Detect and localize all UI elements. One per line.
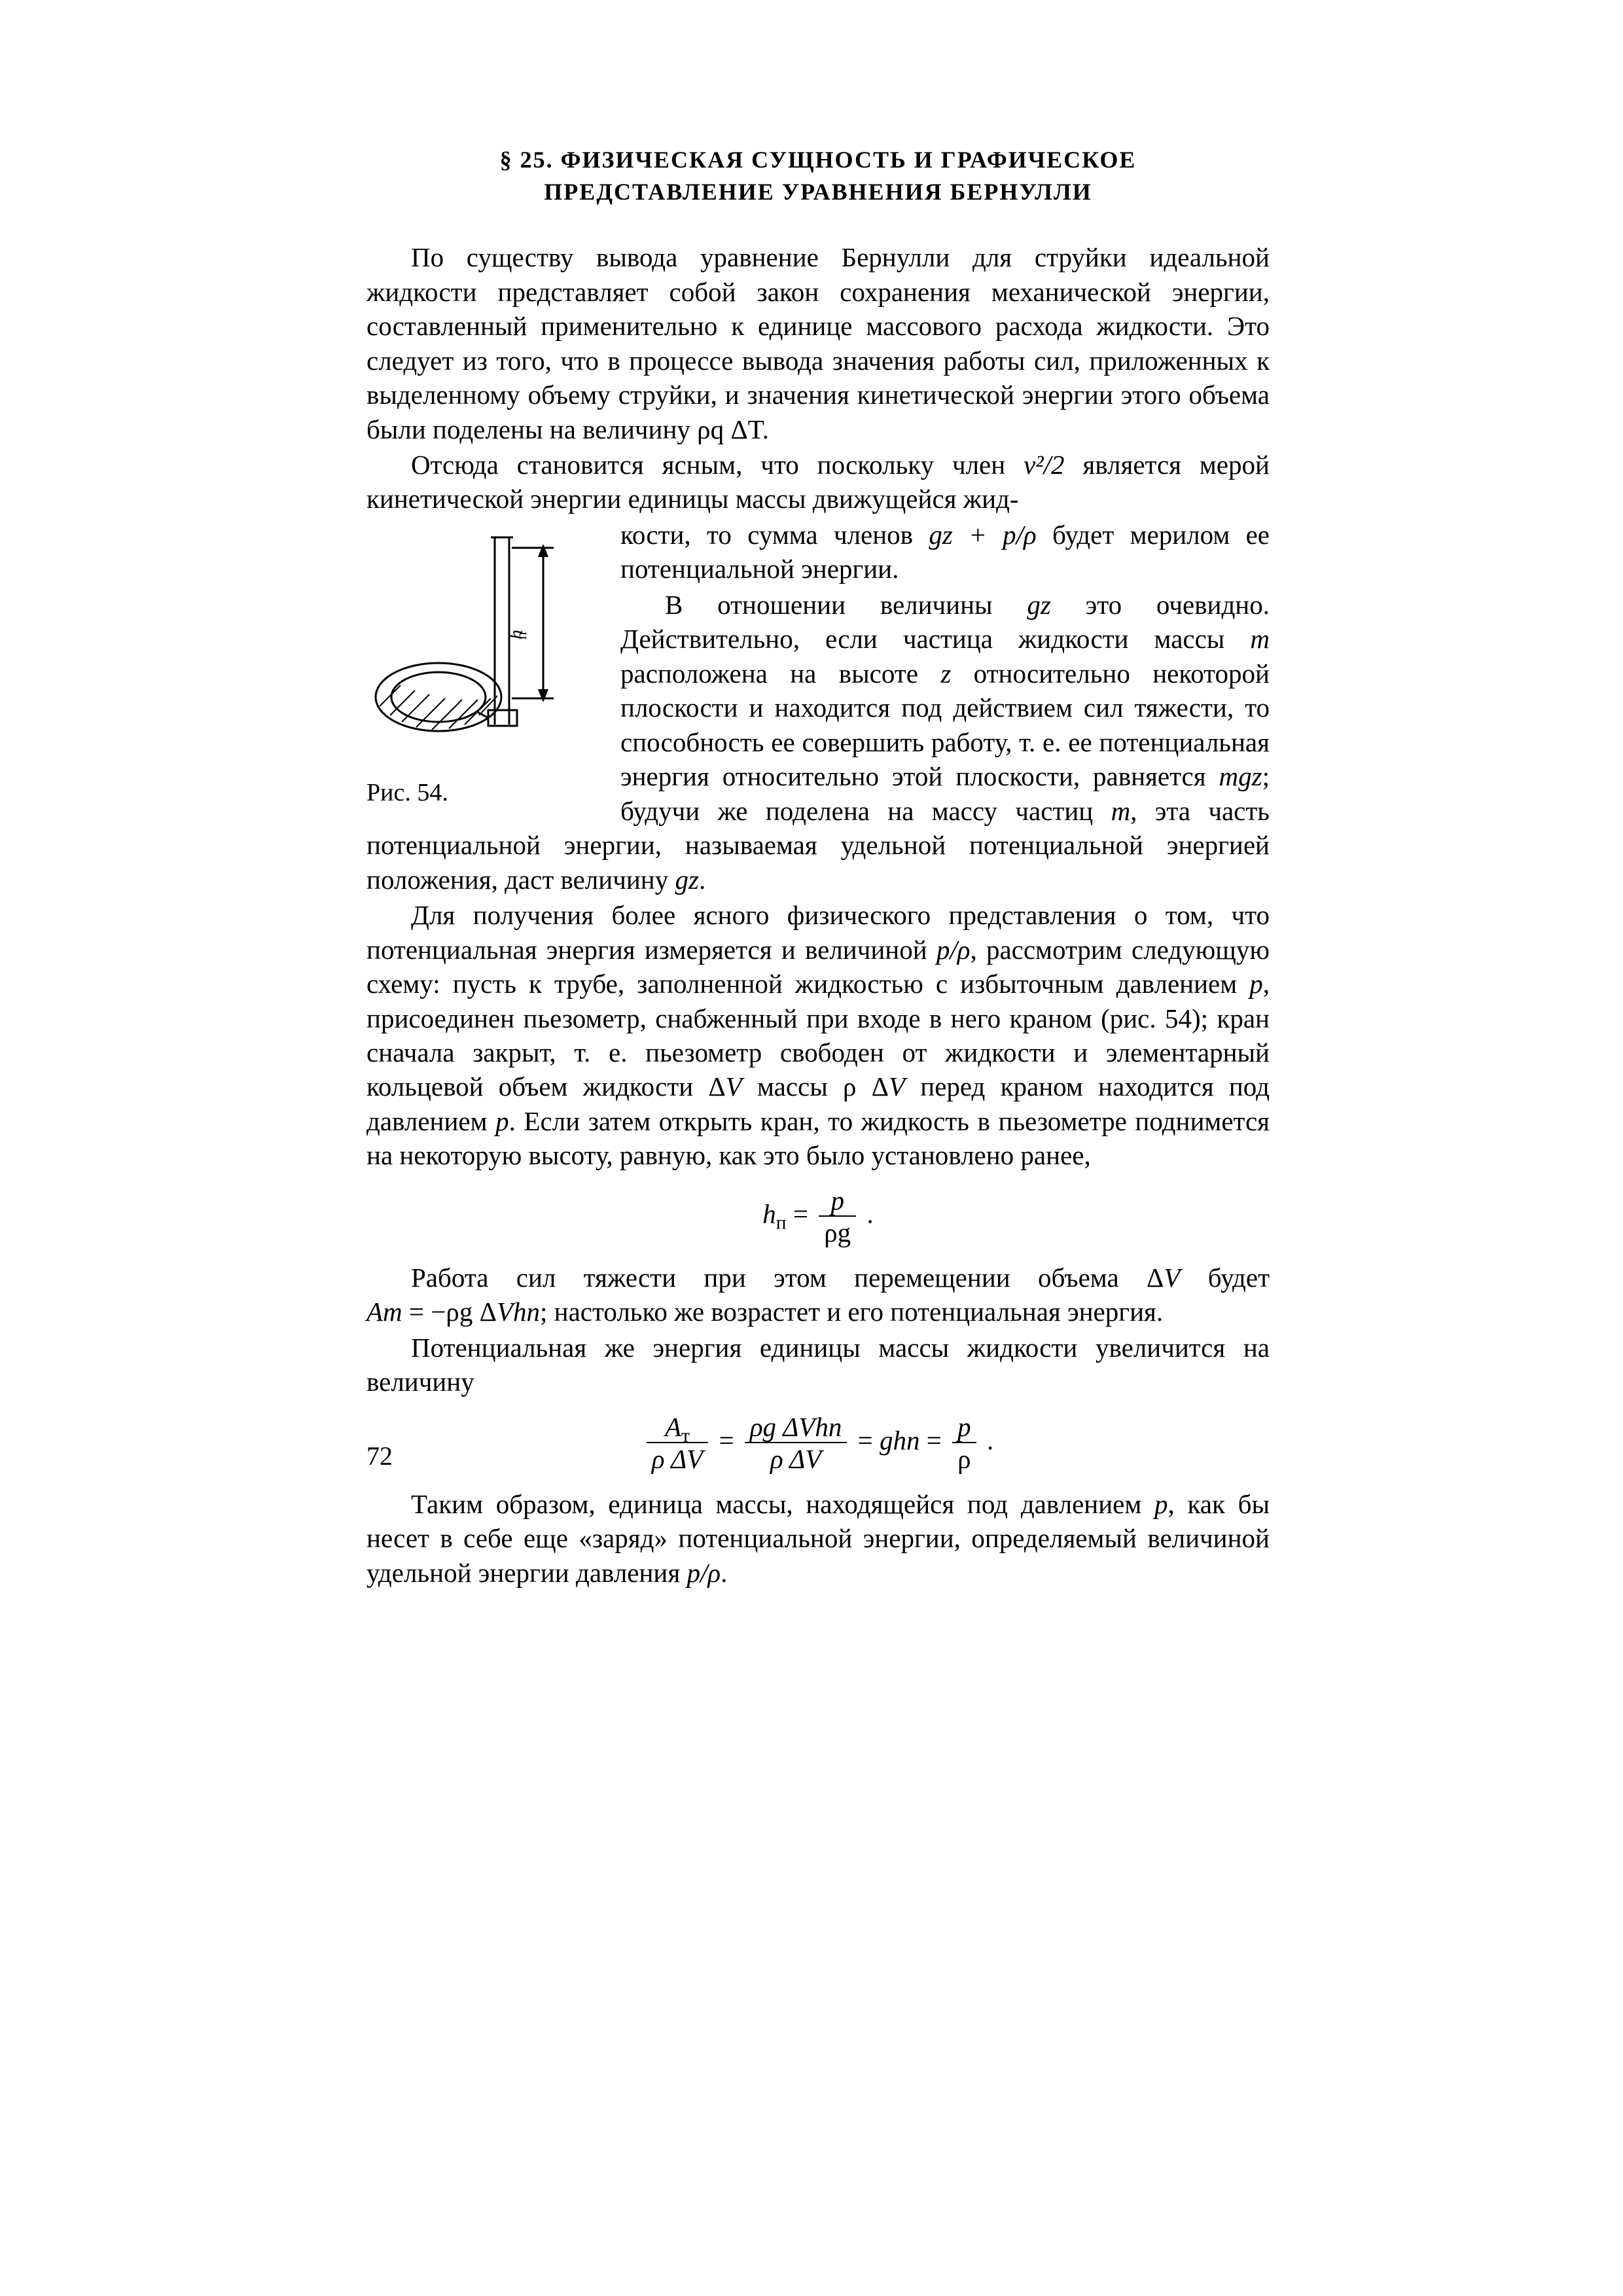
eq2-frac3: p ρ — [952, 1414, 976, 1473]
paragraph-7: Таким образом, единица массы, находящейс… — [366, 1487, 1270, 1590]
title-line-2: ПРЕДСТАВЛЕНИЕ УРАВНЕНИЯ БЕРНУЛЛИ — [544, 179, 1092, 205]
eq2-frac2: ρg ΔVhп ρ ΔV — [745, 1414, 847, 1473]
paragraph-2a: Отсюда становится ясным, что поскольку ч… — [366, 448, 1270, 516]
term-gz-prho: gz + p/ρ — [929, 520, 1036, 550]
paragraph-4: Для получения более ясного физического п… — [366, 898, 1270, 1173]
body-text: По существу вывода уравнение Бернулли дл… — [366, 240, 1270, 1590]
figure-54: h п Рис. 54. — [366, 522, 602, 809]
term-v2-2: v²/2 — [1024, 450, 1064, 480]
title-line-1: § 25. ФИЗИЧЕСКАЯ СУЩНОСТЬ И ГРАФИЧЕСКОЕ — [500, 147, 1137, 173]
paragraph-1: По существу вывода уравнение Бернулли дл… — [366, 240, 1270, 446]
equation-1: hп = p ρg . — [366, 1187, 1270, 1246]
page-number: 72 — [366, 1441, 393, 1471]
eq2-frac1: Aт ρ ΔV — [647, 1414, 708, 1473]
figure-caption: Рис. 54. — [366, 777, 602, 809]
figure-54-svg: h п — [366, 522, 602, 757]
eq1-fraction: p ρg — [819, 1187, 856, 1246]
paragraph-6: Потенциальная же энергия единицы массы ж… — [366, 1331, 1270, 1399]
paragraph-5: Работа сил тяжести при этом перемещении … — [366, 1261, 1270, 1329]
equation-2: Aт ρ ΔV = ρg ΔVhп ρ ΔV = ghп = p ρ . — [366, 1414, 1270, 1473]
figure-hp-sub: п — [513, 632, 529, 639]
section-title: § 25. ФИЗИЧЕСКАЯ СУЩНОСТЬ И ГРАФИЧЕСКОЕ … — [366, 144, 1270, 207]
